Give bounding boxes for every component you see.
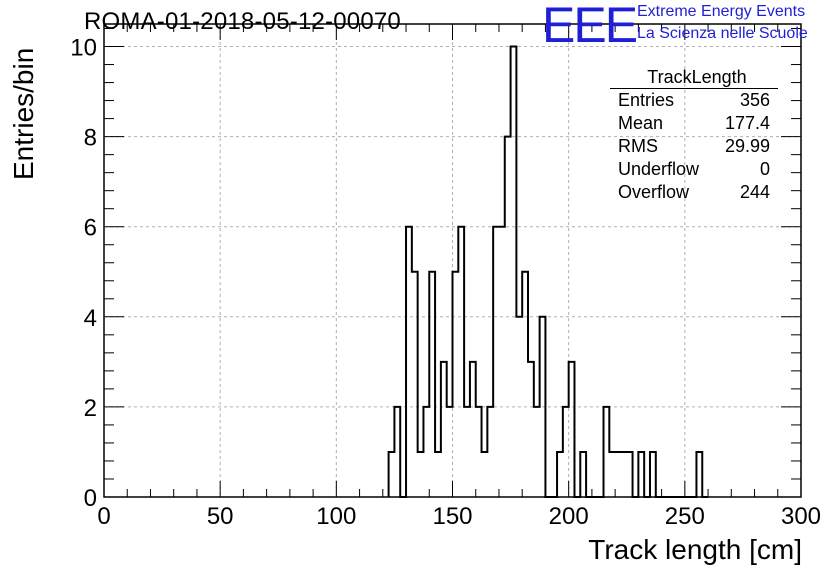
y-tick-label: 8 xyxy=(84,125,97,152)
x-tick-label: 100 xyxy=(316,503,356,530)
stats-row-underflow: Underflow 0 xyxy=(610,158,778,181)
stats-label: Entries xyxy=(618,90,675,110)
stats-value: 177.4 xyxy=(724,113,770,133)
axis-ticks xyxy=(103,24,802,498)
x-tick-label: 50 xyxy=(207,503,234,530)
stats-box: TrackLength Entries 356 Mean 177.4 RMS 2… xyxy=(610,66,778,204)
y-tick-label: 0 xyxy=(84,485,97,512)
stats-label: Underflow xyxy=(618,159,700,179)
logo-subtitle-line1: Extreme Energy Events xyxy=(637,3,806,20)
x-tick-label: 0 xyxy=(97,503,110,530)
stats-label: RMS xyxy=(618,136,658,156)
histogram-step-line xyxy=(387,45,709,498)
stats-value: 356 xyxy=(739,90,770,110)
stats-label: Overflow xyxy=(618,182,690,202)
y-tick-label: 6 xyxy=(84,215,97,242)
logo-subtitle-line2: La Scienza nelle Scuole xyxy=(637,25,808,42)
stats-title: TrackLength xyxy=(610,66,778,89)
stats-row-overflow: Overflow 244 xyxy=(610,181,778,204)
stats-value: 29.99 xyxy=(724,136,770,156)
stats-value: 0 xyxy=(759,159,770,179)
x-tick-label: 200 xyxy=(549,503,589,530)
stats-value: 244 xyxy=(739,182,770,202)
y-axis-label: Entries/bin xyxy=(8,47,39,180)
x-tick-label: 300 xyxy=(781,503,821,530)
y-tick-label: 2 xyxy=(84,395,97,422)
tick-labels: 0 50 100 150 200 250 300 0 2 4 6 8 10 xyxy=(70,35,821,530)
x-tick-label: 150 xyxy=(432,503,472,530)
run-title: ROMA-01-2018-05-12-00070 xyxy=(84,8,401,35)
stats-row-entries: Entries 356 xyxy=(610,89,778,112)
stats-row-rms: RMS 29.99 xyxy=(610,135,778,158)
y-tick-label: 4 xyxy=(84,305,97,332)
stats-row-mean: Mean 177.4 xyxy=(610,112,778,135)
x-axis-label: Track length [cm] xyxy=(588,534,802,565)
y-tick-label: 10 xyxy=(70,35,97,62)
stats-label: Mean xyxy=(618,113,664,133)
x-tick-label: 250 xyxy=(665,503,705,530)
eee-logo: EEE xyxy=(542,0,638,53)
